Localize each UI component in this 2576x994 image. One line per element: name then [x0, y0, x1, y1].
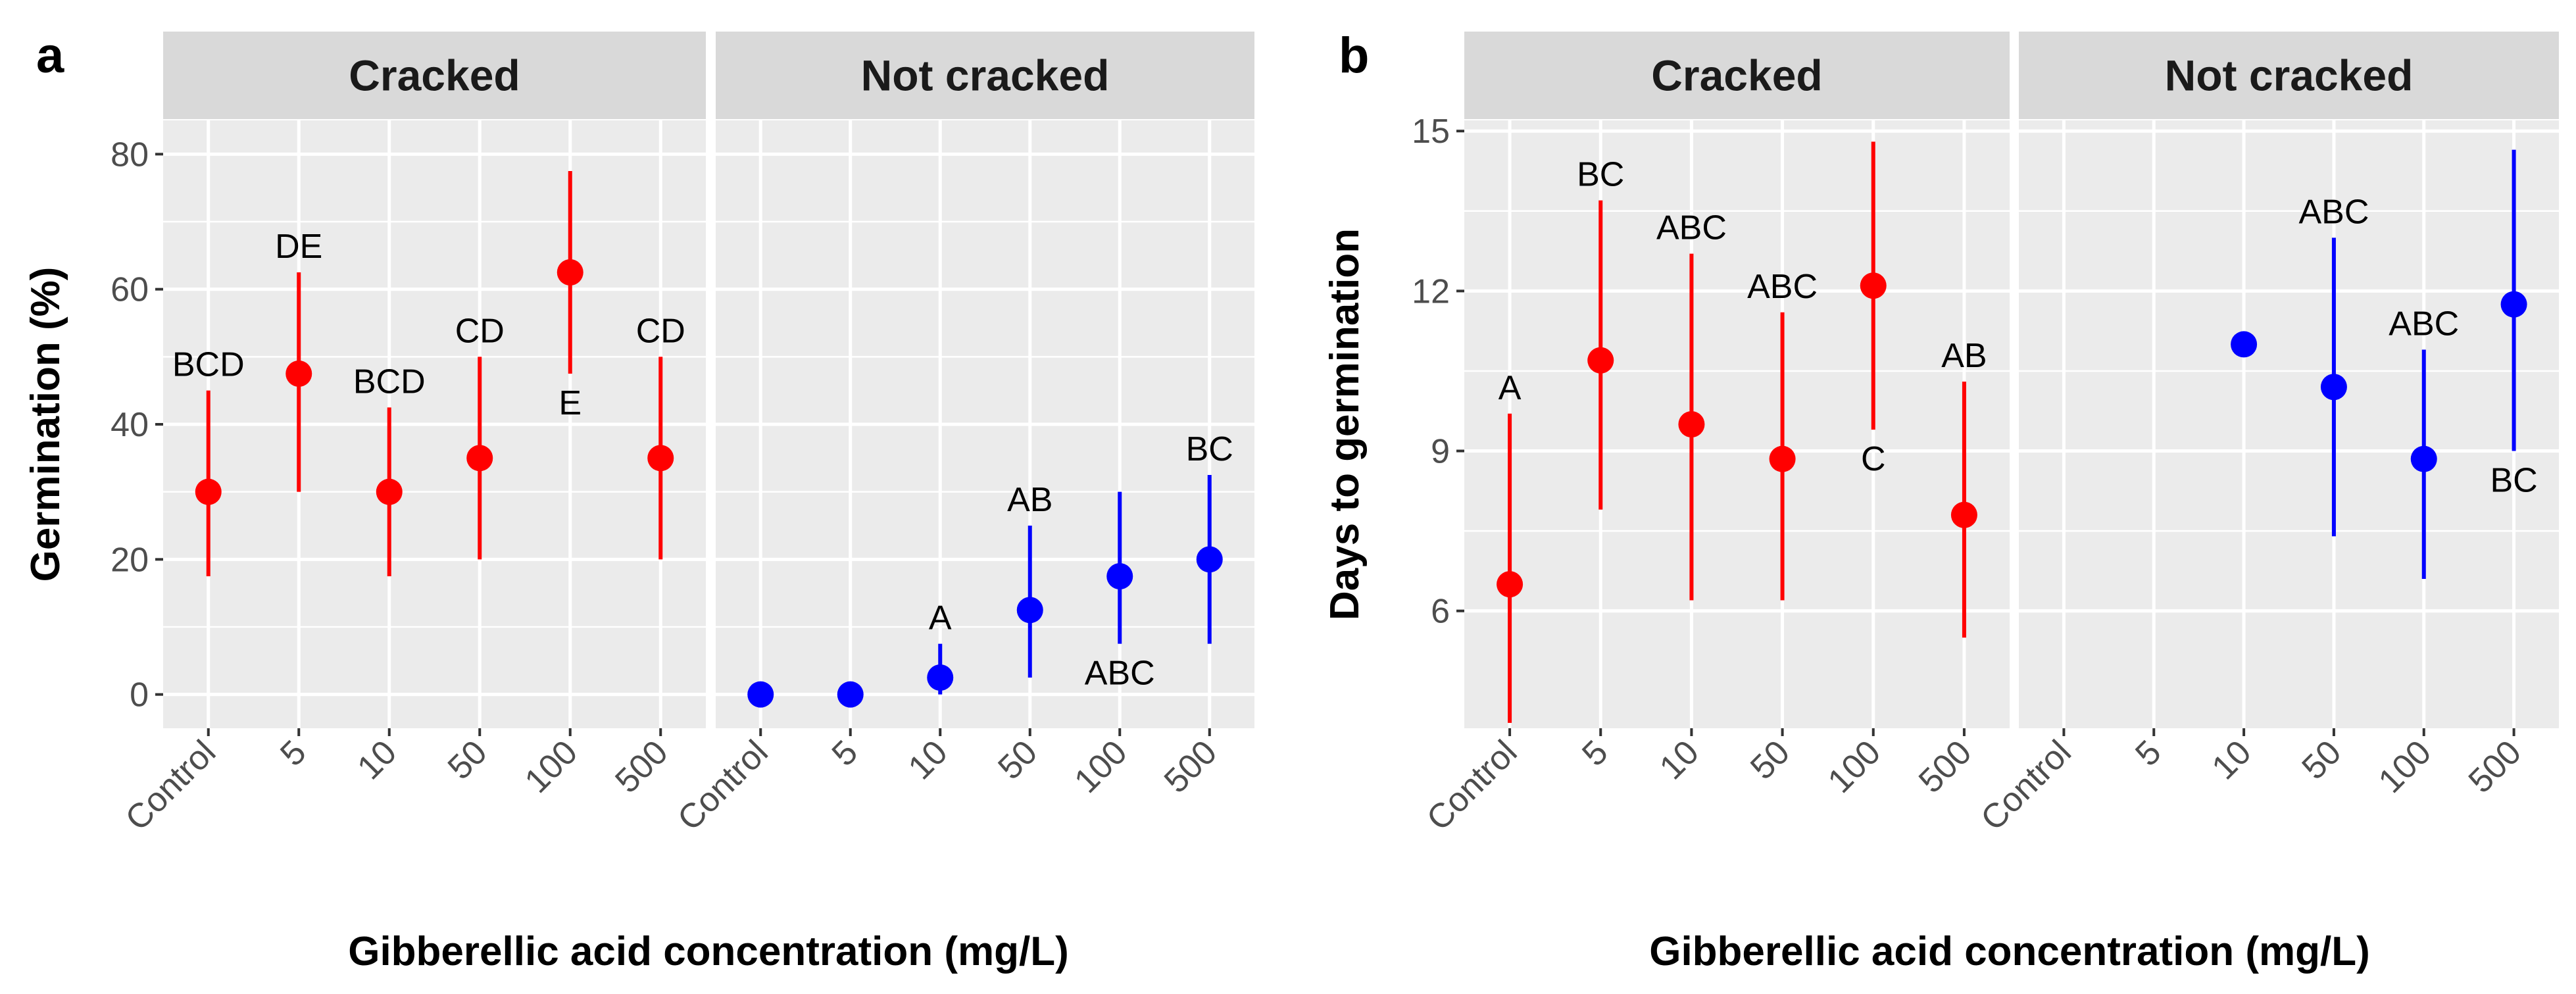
x-tick-label: 100	[518, 733, 585, 800]
y-tick-label: 80	[111, 136, 149, 174]
x-tick-label: 50	[2294, 733, 2348, 787]
y-tick-label: 0	[130, 676, 149, 714]
group-letter: BCD	[353, 362, 426, 401]
y-tick-label: 12	[1412, 272, 1450, 311]
y-axis-title: Germination (%)	[23, 267, 68, 582]
group-letter: ABC	[1085, 655, 1155, 693]
data-point	[1678, 411, 1705, 437]
group-letter: BCD	[172, 346, 245, 384]
x-tick-label: 500	[1157, 733, 1224, 800]
x-tick-label: 10	[1652, 733, 1706, 787]
data-point	[1769, 445, 1796, 472]
group-letter: BC	[1186, 430, 1233, 468]
group-letter: C	[1861, 440, 1886, 478]
facet-title: Cracked	[1651, 51, 1823, 100]
facet-title: Cracked	[349, 51, 520, 100]
facet-title: Not cracked	[2165, 51, 2414, 100]
x-tick-label: 5	[1575, 733, 1615, 773]
group-letter: A	[929, 599, 952, 637]
data-point	[647, 445, 674, 472]
data-point	[285, 360, 312, 387]
group-letter: CD	[636, 312, 685, 350]
data-point	[1016, 597, 1043, 624]
data-point	[2500, 291, 2527, 318]
group-letter: DE	[275, 228, 322, 266]
y-tick-label: 9	[1431, 433, 1450, 471]
facet-title: Not cracked	[861, 51, 1110, 100]
data-point	[557, 259, 583, 286]
facet-cracked: Cracked Control 5 10 50 100 500 BCD DE BCD CD E CD	[118, 32, 706, 838]
facet-strip	[163, 32, 706, 119]
group-letter: ABC	[2298, 193, 2369, 231]
data-point	[1497, 571, 1523, 598]
y-axis-title: Days to germination	[1322, 228, 1368, 620]
x-axis-title: Gibberellic acid concentration (mg/L)	[1649, 929, 2370, 974]
data-point	[2410, 445, 2437, 472]
facet-not-cracked: Not cracked Control 5 10 50 100 500 A AB ABC BC	[670, 32, 1254, 838]
group-letter: AB	[1941, 337, 1987, 375]
group-letter: BC	[1577, 156, 1624, 194]
x-tick-label: 10	[2205, 733, 2259, 787]
x-tick-label: 50	[1743, 733, 1797, 787]
data-point	[195, 478, 222, 505]
x-tick-label: Control	[1420, 733, 1525, 838]
data-point	[2231, 331, 2258, 358]
data-point	[1950, 501, 1977, 528]
data-point	[376, 478, 403, 505]
facet-strip	[716, 32, 1254, 119]
x-tick-label: Control	[118, 733, 224, 838]
group-letter: AB	[1007, 481, 1053, 519]
y-tick-label: 60	[111, 271, 149, 309]
group-letter: ABC	[1656, 209, 1727, 247]
x-tick-label: 50	[991, 733, 1045, 787]
x-tick-label: 50	[441, 733, 495, 787]
group-letter: E	[558, 384, 582, 422]
plot-background	[1464, 120, 2010, 728]
y-tick-label: 6	[1431, 593, 1450, 631]
data-point	[1860, 272, 1887, 299]
x-tick-label: Control	[1973, 733, 2079, 838]
data-point	[1196, 546, 1223, 573]
x-tick-label: 500	[1912, 733, 1979, 800]
facet-not-cracked: Not cracked Control 5 10 50 100 500 ABC ABC BC	[1973, 32, 2559, 838]
group-letter: ABC	[1747, 268, 1818, 306]
data-point	[927, 664, 954, 691]
x-tick-label: 100	[2371, 733, 2439, 800]
x-tick-label: Control	[670, 733, 776, 838]
group-letter: CD	[455, 312, 505, 350]
x-tick-label: 5	[825, 733, 865, 773]
data-point	[1587, 347, 1614, 374]
group-letter: BC	[2490, 462, 2537, 500]
x-tick-label: 5	[2128, 733, 2168, 773]
x-axis-title: Gibberellic acid concentration (mg/L)	[348, 929, 1069, 974]
group-letter: A	[1499, 369, 1522, 407]
facet-strip	[1464, 32, 2010, 119]
data-point	[747, 681, 774, 708]
facet-strip	[2019, 32, 2559, 119]
panel-letter: b	[1339, 28, 1369, 84]
data-point	[466, 445, 493, 472]
panel-letter: a	[36, 28, 64, 84]
x-tick-label: 100	[1067, 733, 1134, 800]
x-tick-label: 10	[901, 733, 955, 787]
y-tick-label: 20	[111, 541, 149, 579]
data-point	[837, 681, 864, 708]
x-tick-label: 10	[350, 733, 404, 787]
data-point	[1106, 563, 1133, 589]
x-tick-label: 100	[1821, 733, 1888, 800]
plot-background	[2019, 120, 2559, 728]
y-tick-label: 40	[111, 406, 149, 444]
x-tick-label: 5	[273, 733, 313, 773]
y-tick-label: 15	[1412, 112, 1450, 151]
group-letter: ABC	[2389, 305, 2459, 343]
x-tick-label: 500	[2462, 733, 2529, 800]
x-tick-label: 500	[608, 733, 675, 800]
data-point	[2320, 374, 2347, 401]
